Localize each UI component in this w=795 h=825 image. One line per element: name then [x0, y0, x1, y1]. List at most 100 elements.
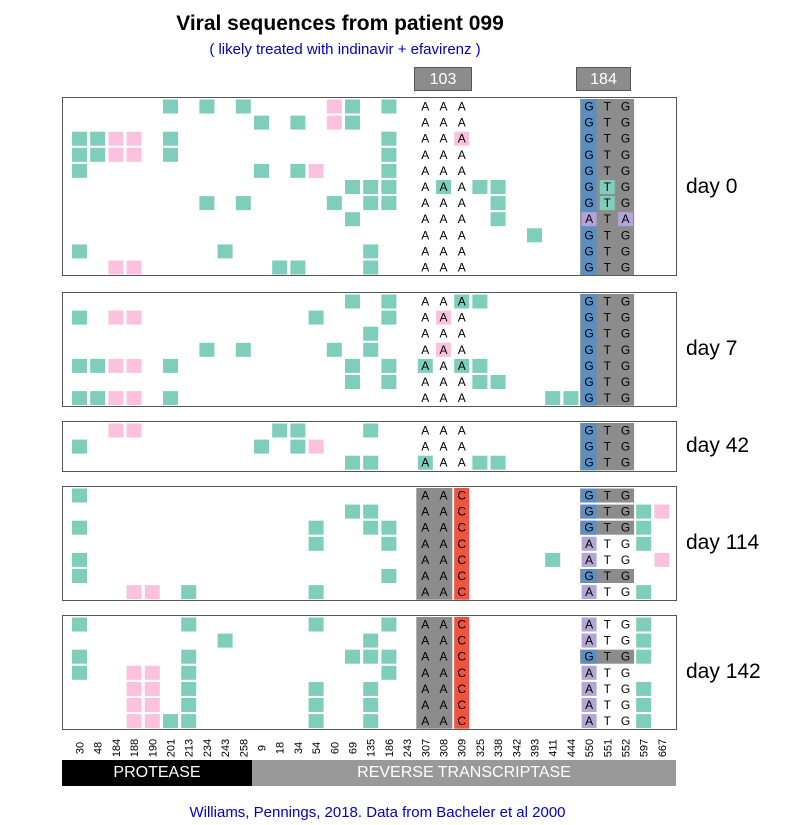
mutation-cell: [363, 698, 379, 712]
codon-184-letter: T: [604, 553, 612, 567]
codon-184-letter: A: [585, 618, 593, 632]
codon-184-letter: T: [604, 132, 612, 146]
mutation-cell: [345, 375, 360, 389]
mutation-cell: [363, 504, 379, 519]
codon-184-letter: G: [621, 132, 630, 146]
codon-184-letter: G: [621, 585, 630, 599]
position-label: 188: [129, 739, 141, 757]
mutation-cell: [363, 260, 379, 275]
codon-103-letter: A: [458, 212, 466, 226]
mutation-cell: [454, 358, 470, 373]
pink-mutation-cell: [308, 163, 324, 178]
codon-103-resistance-band: [454, 617, 470, 729]
codon-103-letter: C: [457, 489, 466, 503]
pink-mutation-cell: [144, 698, 160, 712]
codon-184-letter: G: [584, 148, 593, 162]
mutation-cell: [345, 455, 360, 470]
codon-103-letter: C: [457, 634, 466, 648]
codon-103-letter: C: [457, 569, 466, 583]
codon-184-letter: G: [621, 650, 630, 664]
codon-184-letter: G: [621, 116, 630, 130]
codon-103-letter: A: [439, 375, 447, 389]
codon-184-letter: T: [604, 212, 612, 226]
position-label: 667: [657, 739, 669, 757]
mutation-cell: [381, 358, 397, 373]
codon-103-letter: A: [439, 489, 447, 503]
codon-103-letter: A: [458, 180, 466, 194]
mutation-cell: [363, 326, 379, 341]
codon-184-letter: G: [584, 650, 593, 664]
mutation-cell: [381, 310, 397, 325]
mutation-cell: [636, 504, 652, 519]
mutation-cell: [90, 131, 106, 146]
region-reverse-transcriptase: REVERSE TRANSCRIPTASE: [252, 760, 676, 786]
codon-184-letter: G: [621, 311, 630, 325]
mutation-cell: [217, 244, 233, 259]
codon-184-letter: G: [584, 391, 593, 405]
codon-103-letter: A: [458, 132, 466, 146]
mutation-cell: [290, 163, 306, 178]
codon-103-letter: C: [457, 650, 466, 664]
codon-184-letter: T: [604, 714, 612, 728]
codon-184-letter: A: [585, 682, 593, 696]
codon-184-letter: T: [604, 196, 612, 210]
codon-103-letter: A: [458, 148, 466, 162]
codon-103-letter: A: [458, 440, 466, 454]
pink-mutation-cell: [126, 147, 142, 162]
codon-103-letter: A: [421, 228, 429, 242]
mutation-cell: [90, 147, 106, 162]
codon-103-letter: A: [421, 553, 429, 567]
mutation-cell: [381, 536, 397, 551]
codon-103-letter: A: [439, 295, 447, 309]
codon-184-cell-purple: [581, 681, 597, 696]
mutation-cell: [490, 180, 506, 194]
codon-184-letter: G: [621, 244, 630, 258]
codon-184-letter: G: [621, 180, 630, 194]
codon-103-letter: A: [421, 505, 429, 519]
mutation-cell: [72, 310, 87, 325]
mutation-cell: [72, 131, 87, 146]
mutation-cell: [545, 552, 561, 567]
mutation-cell: [235, 99, 251, 114]
codon-184-letter: T: [604, 424, 612, 438]
pink-mutation-cell: [126, 585, 142, 600]
codon-103-letter: A: [458, 196, 466, 210]
codon-184-letter: G: [621, 618, 630, 632]
position-label: 338: [493, 739, 505, 757]
mutation-cell: [381, 617, 397, 632]
codon-184-letter: G: [621, 537, 630, 551]
codon-184-letter: G: [621, 634, 630, 648]
codon-184-letter: T: [604, 343, 612, 357]
codon-103-letter: A: [421, 327, 429, 341]
position-label: 69: [348, 742, 360, 754]
mutation-cell: [381, 147, 397, 162]
codon-184-letter: T: [604, 537, 612, 551]
mutation-cell: [308, 617, 324, 632]
mutation-cell: [363, 649, 379, 664]
mutation-cell: [72, 649, 87, 664]
mutation-cell: [436, 180, 451, 194]
mutation-cell: [308, 681, 324, 696]
codon-184-letter: A: [585, 634, 593, 648]
mutation-cell: [290, 439, 306, 454]
mutation-cell: [381, 375, 397, 389]
codon-103-letter: A: [458, 100, 466, 114]
position-label: 393: [530, 739, 542, 757]
pink-mutation-cell: [126, 358, 142, 373]
pink-mutation-cell: [108, 310, 124, 325]
mutation-cell: [490, 455, 506, 470]
codon-184-letter: T: [604, 261, 612, 275]
codon-103-letter: A: [439, 585, 447, 599]
codon-103-letter: A: [421, 521, 429, 535]
pink-mutation-cell: [126, 131, 142, 146]
pink-mutation-cell: [108, 147, 124, 162]
mutation-cell: [217, 633, 233, 648]
codon-184-cell-purple: [581, 212, 597, 227]
codon-103-letter: A: [458, 261, 466, 275]
codon-184-letter: G: [621, 666, 630, 680]
day-label-0: day 0: [686, 175, 738, 198]
codon-103-letter: A: [421, 244, 429, 258]
mutation-cell: [363, 455, 379, 470]
codon-184-letter: T: [604, 148, 612, 162]
